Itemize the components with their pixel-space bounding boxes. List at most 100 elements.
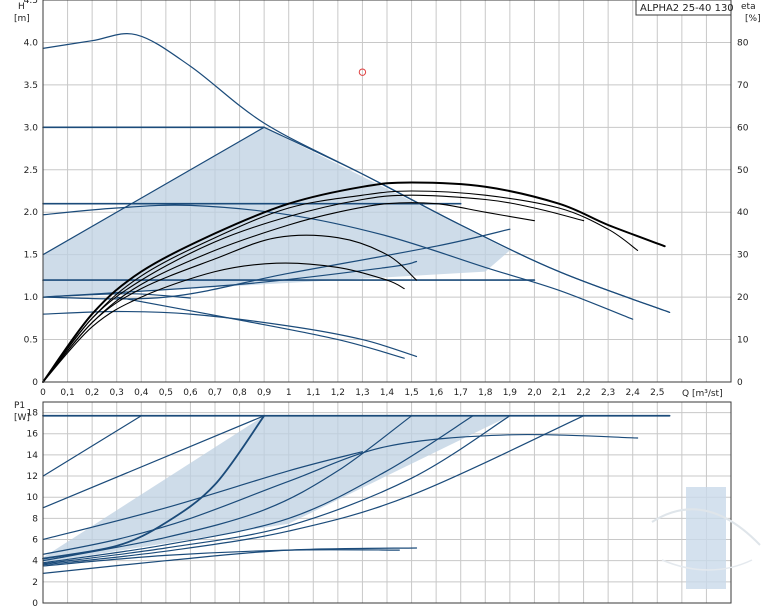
- x-tick-label: 1,5: [404, 388, 418, 398]
- head-tick-label: 3.0: [24, 123, 39, 133]
- head-tick-label: 4.5: [24, 0, 38, 6]
- x-tick-label: 2,2: [576, 388, 590, 398]
- x-tick-label: 0,5: [159, 388, 173, 398]
- power-tick-label: 10: [27, 493, 39, 503]
- head-curve: [116, 296, 405, 359]
- head-tick-label: 0.5: [24, 336, 38, 346]
- head-curve: [42, 293, 191, 299]
- x-tick-label: 1,1: [306, 388, 320, 398]
- efficiency-curve: [42, 194, 585, 383]
- x-tick-label: 1,3: [355, 388, 369, 398]
- x-tick-label: 1,7: [454, 388, 468, 398]
- power-tick-label: 16: [27, 430, 39, 440]
- x-tick-label: 0,8: [232, 388, 247, 398]
- x-tick-label: 1,4: [380, 388, 395, 398]
- marker-layer: [358, 68, 367, 76]
- power-curve: [42, 415, 413, 562]
- x-tick-label: 0,7: [208, 388, 222, 398]
- eta-axis-unit: [%]: [745, 14, 761, 24]
- head-tick-label: 3.5: [24, 81, 38, 91]
- efficiency-curve: [42, 190, 639, 383]
- x-tick-label: 1,2: [331, 388, 345, 398]
- flow-axis-label: Q [m³/st]: [682, 389, 723, 399]
- head-curve: [42, 126, 265, 256]
- x-tick-label: 0,6: [183, 388, 198, 398]
- power-curve: [42, 415, 511, 565]
- watermark-bar: [686, 487, 726, 589]
- power-curve: [42, 415, 474, 564]
- head-curve: [42, 204, 634, 320]
- x-tick-label: 1: [286, 388, 292, 398]
- eta-tick-label: 20: [737, 293, 749, 303]
- power-tick-label: 8: [32, 514, 38, 524]
- power-axis-label: P1: [14, 401, 25, 411]
- eta-tick-label: 0: [737, 378, 743, 388]
- eta-tick-label: 60: [737, 123, 749, 133]
- power-tick-label: 6: [32, 536, 38, 546]
- head-tick-label: 0: [32, 378, 38, 388]
- x-tick-label: 1,9: [503, 388, 518, 398]
- power-curve: [42, 549, 400, 567]
- x-tick-label: 0,4: [134, 388, 149, 398]
- x-tick-label: 1,6: [429, 388, 444, 398]
- eta-tick-label: 10: [737, 336, 749, 346]
- head-tick-label: 2.0: [24, 208, 39, 218]
- power-curve: [42, 415, 142, 477]
- eta-tick-label: 80: [737, 38, 749, 48]
- head-tick-label: 2.5: [24, 166, 38, 176]
- x-tick-label: 0: [40, 388, 46, 398]
- chart-frames: [42, 0, 732, 604]
- power-tick-label: 0: [32, 599, 38, 609]
- head-tick-label: 1.5: [24, 251, 38, 261]
- power-curve: [42, 415, 265, 509]
- x-tick-label: 2,1: [552, 388, 566, 398]
- efficiency-curve: [42, 234, 418, 383]
- axis-labels: H [m] eta [%] Q [m³/st] P1 [W] ALPHA2 25…: [14, 0, 761, 423]
- head-tick-label: 4.0: [24, 38, 39, 48]
- efficiency-curves: [42, 181, 666, 383]
- x-tick-label: 0,2: [85, 388, 99, 398]
- chart-title: ALPHA2 25-40 130: [640, 3, 734, 14]
- title-box: [635, 0, 732, 16]
- eta-tick-label: 40: [737, 208, 749, 218]
- power-axis-unit: [W]: [14, 413, 30, 423]
- eta-tick-label: 70: [737, 81, 749, 91]
- efficiency-curve: [42, 202, 535, 383]
- efficiency-curve: [42, 181, 666, 383]
- power-tick-label: 14: [27, 451, 39, 461]
- eta-tick-label: 50: [737, 166, 749, 176]
- x-tick-label: 2,5: [650, 388, 664, 398]
- x-tick-label: 2,4: [626, 388, 641, 398]
- watermark-arc: [651, 508, 761, 546]
- x-tick-label: 0,3: [110, 388, 124, 398]
- x-tick-label: 2,0: [527, 388, 542, 398]
- efficiency-curve: [42, 262, 405, 383]
- head-axis-unit: [m]: [14, 14, 30, 24]
- watermark: [651, 487, 761, 589]
- power-tick-label: 12: [27, 472, 38, 482]
- x-tick-label: 0,9: [257, 388, 272, 398]
- x-tick-label: 2,3: [601, 388, 615, 398]
- head-tick-label: 1.0: [24, 293, 39, 303]
- x-tick-label: 0,1: [60, 388, 74, 398]
- power-curves: [42, 414, 671, 574]
- power-curve: [42, 433, 639, 555]
- power-curve: [42, 414, 265, 560]
- watermark-arc-2: [661, 559, 753, 571]
- x-tick-label: 1,8: [478, 388, 493, 398]
- operating-point-marker: [358, 68, 367, 76]
- power-curve: [42, 547, 418, 574]
- power-curve: [42, 451, 363, 541]
- tick-labels: 0 0,1 0,2 0,3 0,4 0,5 0,6 0,7 0,8 0,9 1 1,1 1,2 1,3 1,…: [24, 0, 749, 609]
- eta-axis-label: eta: [741, 2, 756, 12]
- power-tick-label: 18: [27, 409, 39, 419]
- head-axis-label: H: [18, 2, 25, 12]
- power-tick-label: 2: [32, 578, 38, 588]
- power-tick-label: 4: [32, 557, 38, 567]
- power-plot-frame: [42, 401, 732, 604]
- head-plot-frame: [42, 0, 732, 383]
- eta-tick-label: 30: [737, 251, 749, 261]
- head-curve: [263, 126, 671, 313]
- power-curve: [42, 415, 585, 566]
